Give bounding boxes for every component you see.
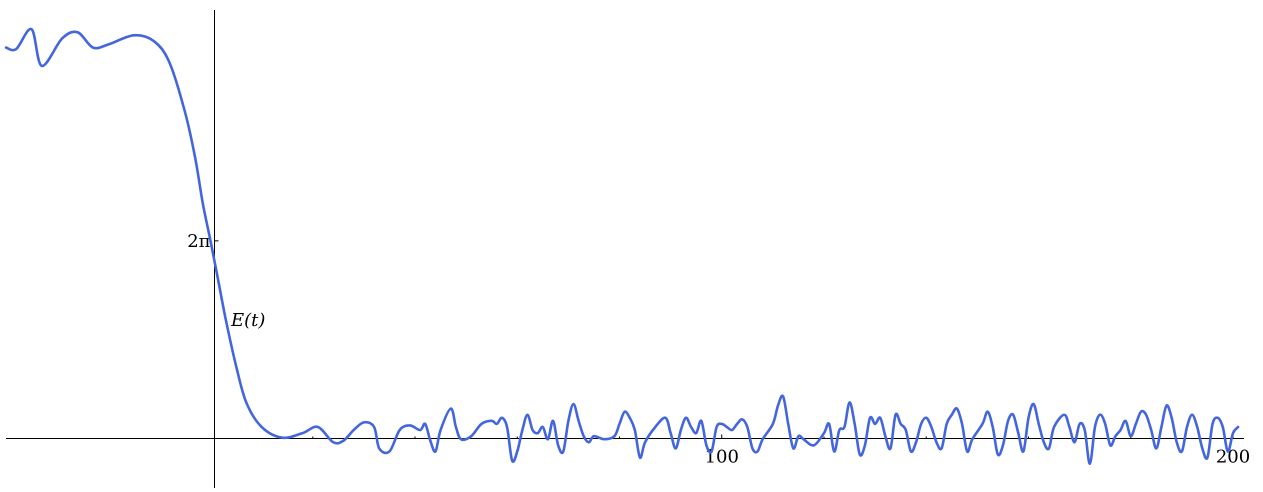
axes [6,10,1244,488]
series [4,27,1240,466]
x-tick-label: 200 [1216,447,1250,468]
y-tick-label: 2π [187,231,210,252]
x-tick-label: 100 [705,447,739,468]
ticks [214,240,1234,439]
tick-labels: 100 200 2π [187,231,1250,468]
series-line [4,27,1240,466]
curve-label: E(t) [230,310,265,331]
